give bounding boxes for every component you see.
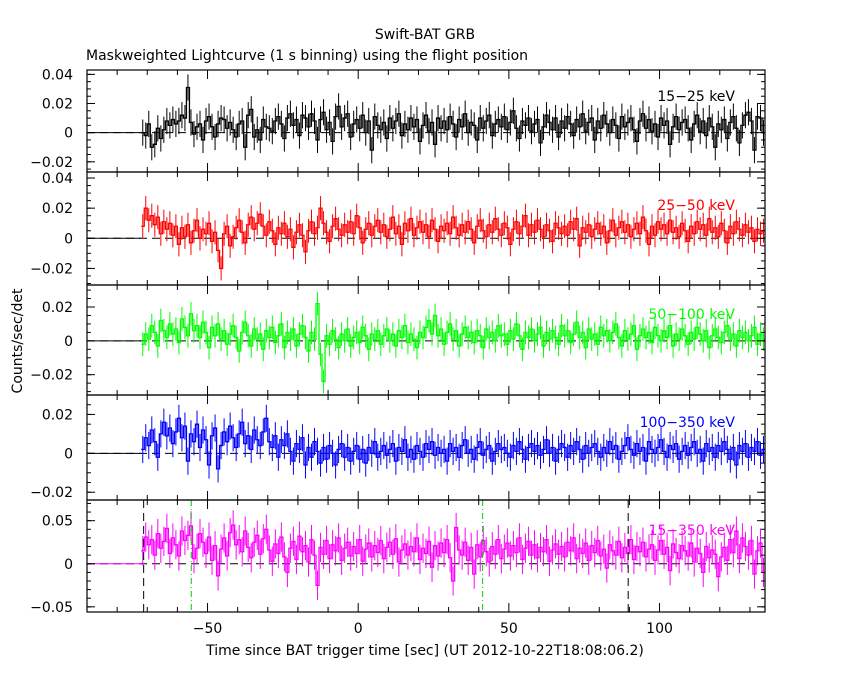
lightcurve-step-1	[141, 207, 765, 270]
lightcurve-step-4	[141, 524, 765, 586]
band-label: 15−350 keV	[648, 523, 735, 539]
y-tick-label: 0.04	[42, 67, 73, 83]
y-tick-label: −0.02	[30, 485, 73, 501]
band-label: 100−350 keV	[640, 415, 736, 431]
y-tick-label: 0	[64, 126, 73, 142]
panel-15-25-kev: −0.02 0 0.02 0.04 15−25 keV	[30, 67, 766, 173]
y-tick-label: 0.02	[42, 407, 73, 423]
panel-frame	[86, 284, 766, 396]
y-tick-label: −0.02	[30, 261, 73, 277]
chart-title: Swift-BAT GRB	[375, 27, 475, 43]
panel-15-350-kev: −0.05 0 0.05 15−350 keV	[30, 499, 766, 616]
y-axis-label: Counts/sec/det	[10, 288, 26, 393]
y-tick-label: 0.02	[42, 300, 73, 316]
panel-data	[87, 404, 765, 483]
y-tick-label: −0.02	[30, 155, 73, 171]
x-tick-label: 50	[500, 621, 518, 637]
y-tick-label: 0	[64, 231, 73, 247]
lightcurve-step-3	[141, 417, 765, 470]
lightcurve-step-0	[141, 86, 765, 151]
panel-25-50-kev: −0.02 0 0.02 0.04 25−50 keV	[30, 171, 766, 286]
panel-data	[87, 500, 765, 612]
panel-data	[87, 196, 765, 281]
panel-50-100-kev: −0.02 0 0.02 50−100 keV	[30, 284, 766, 396]
band-label: 15−25 keV	[657, 89, 735, 105]
y-tick-label: 0.02	[42, 201, 73, 217]
y-tick-label: −0.02	[30, 368, 73, 384]
panel-frame	[86, 499, 766, 613]
y-tick-label: −0.05	[30, 600, 73, 616]
y-tick-label: 0	[64, 446, 73, 462]
band-label: 50−100 keV	[648, 307, 735, 323]
y-tick-label: 0.02	[42, 97, 73, 113]
panel-data	[87, 291, 765, 394]
x-tick-label: 0	[354, 621, 363, 637]
panel-100-350-kev: −0.02 0 0.02 100−350 keV	[30, 394, 766, 501]
y-tick-label: 0.05	[42, 514, 73, 530]
y-tick-label: 0	[64, 557, 73, 573]
x-axis-label: Time since BAT trigger time [sec] (UT 20…	[205, 643, 644, 659]
y-tick-label: 0.04	[42, 171, 73, 187]
x-tick-label: −50	[193, 621, 223, 637]
x-tick-label: 100	[646, 621, 673, 637]
panel-data	[87, 74, 765, 164]
lightcurve-step-2	[141, 302, 765, 383]
y-tick-label: 0	[64, 334, 73, 350]
chart-subtitle: Maskweighted Lightcurve (1 s binning) us…	[86, 48, 528, 64]
band-label: 25−50 keV	[657, 198, 735, 214]
